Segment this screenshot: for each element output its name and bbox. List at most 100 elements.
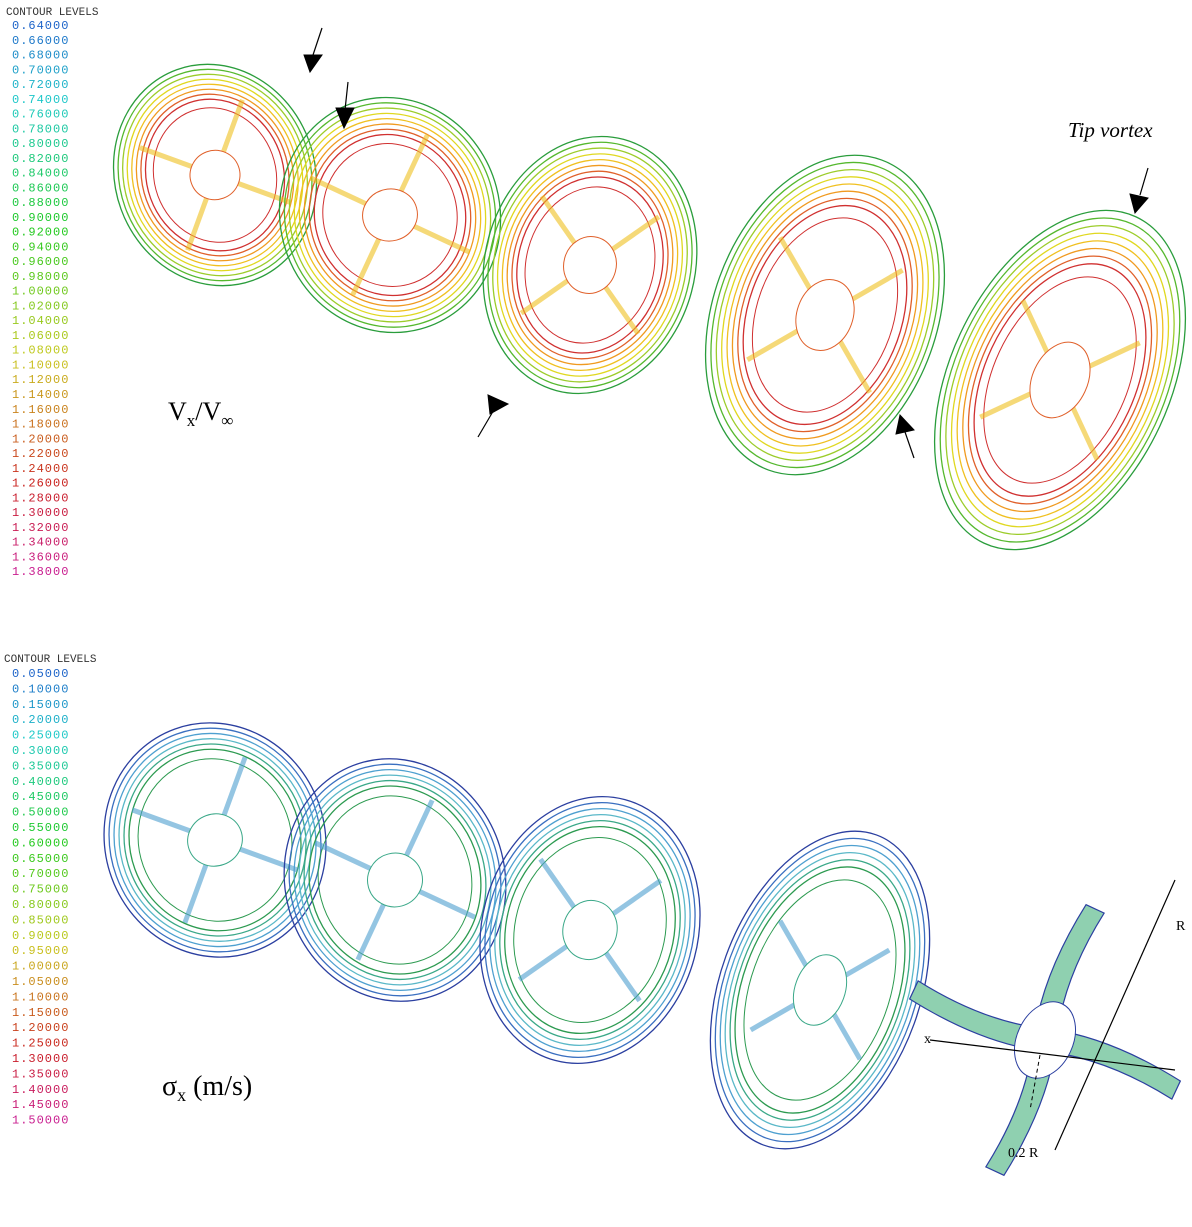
legend-level: 1.38000 xyxy=(12,565,69,579)
legend-level: 0.82000 xyxy=(12,152,69,166)
legend-level: 1.30000 xyxy=(12,1052,69,1066)
legend-level: 1.32000 xyxy=(12,521,69,535)
hub xyxy=(1018,332,1101,427)
legend-level: 0.75000 xyxy=(12,883,69,897)
legend-level: 1.18000 xyxy=(12,418,69,432)
legend-level: 0.88000 xyxy=(12,196,69,210)
legend-level: 1.22000 xyxy=(12,447,69,461)
hub xyxy=(556,894,624,965)
legend-level: 1.06000 xyxy=(12,329,69,343)
contour-plots xyxy=(71,36,1192,1226)
panel-label: Vx/V∞ xyxy=(168,397,233,430)
legend-level: 0.65000 xyxy=(12,852,69,866)
legend-level: 0.05000 xyxy=(12,667,69,681)
legend-level: 0.78000 xyxy=(12,122,69,136)
rotor-section xyxy=(884,170,1192,589)
legend-level: 1.30000 xyxy=(12,506,69,520)
legend-level: 0.84000 xyxy=(12,167,69,181)
hub xyxy=(557,231,623,300)
legend-level: 0.96000 xyxy=(12,255,69,269)
legend-level: 0.15000 xyxy=(12,698,69,712)
legend-level: 1.36000 xyxy=(12,550,69,564)
legend-level: 0.50000 xyxy=(12,806,69,820)
rotor-section xyxy=(257,734,533,1027)
legend-level: 0.35000 xyxy=(12,759,69,773)
legend-level: 0.80000 xyxy=(12,137,69,151)
symbol: σ xyxy=(162,1071,177,1102)
legend-level: 1.34000 xyxy=(12,536,69,550)
legend-level: 0.68000 xyxy=(12,49,69,63)
legend-level: 0.98000 xyxy=(12,270,69,284)
denominator: /V xyxy=(195,397,221,426)
hub xyxy=(183,143,247,206)
legend-level: 1.20000 xyxy=(12,432,69,446)
legend-level: 1.12000 xyxy=(12,373,69,387)
legend-level: 1.15000 xyxy=(12,1006,69,1020)
legend-level: 1.14000 xyxy=(12,388,69,402)
legend-level: 0.95000 xyxy=(12,944,69,958)
legend-level: 0.74000 xyxy=(12,93,69,107)
unit: (m/s) xyxy=(186,1071,252,1102)
legends: 0.640000.660000.68000 0.70000 0.720000.740… xyxy=(12,19,69,1128)
legend-level: 1.10000 xyxy=(12,990,69,1004)
legend-level: 0.60000 xyxy=(12,836,69,850)
legend-level: 1.08000 xyxy=(12,344,69,358)
hub xyxy=(1003,992,1088,1088)
legend-level: 1.28000 xyxy=(12,491,69,505)
legend-level: 0.76000 xyxy=(12,108,69,122)
legend-level: 1.35000 xyxy=(12,1067,69,1081)
hub xyxy=(784,947,856,1032)
hub xyxy=(786,271,863,358)
legend-level: 0.25000 xyxy=(12,729,69,743)
legend-level: 0.86000 xyxy=(12,181,69,195)
subscript: x xyxy=(177,1085,186,1105)
legend-level: 0.66000 xyxy=(12,34,69,48)
rotor-section xyxy=(253,73,527,358)
legend-level: 1.50000 xyxy=(12,1114,69,1128)
hub xyxy=(180,806,249,874)
legend-level: 0.70000 xyxy=(12,867,69,881)
axis-label: x xyxy=(924,1032,931,1047)
legend-level: 0.94000 xyxy=(12,240,69,254)
legend-level: 0.10000 xyxy=(12,682,69,696)
legend-level: 1.00000 xyxy=(12,285,69,299)
legend-level: 0.85000 xyxy=(12,913,69,927)
legend-level: 1.40000 xyxy=(12,1083,69,1097)
legend-level: 0.90000 xyxy=(12,211,69,225)
annotation: 0.2 R xyxy=(1008,1146,1039,1161)
legend-level: 0.30000 xyxy=(12,744,69,758)
legend-level: 1.10000 xyxy=(12,358,69,372)
legend-level: 1.45000 xyxy=(12,1098,69,1112)
legend-level: 0.72000 xyxy=(12,78,69,92)
legend-level: 1.26000 xyxy=(12,477,69,491)
rotor-section xyxy=(859,854,1192,1226)
symbol: V xyxy=(168,397,187,426)
legend-level: 1.25000 xyxy=(12,1037,69,1051)
legend-level: 0.45000 xyxy=(12,790,69,804)
legend-level: 0.80000 xyxy=(12,898,69,912)
subscript: ∞ xyxy=(221,411,233,430)
axis-label: R xyxy=(1176,919,1186,934)
legend-level: 1.04000 xyxy=(12,314,69,328)
annotation: Tip vortex xyxy=(1068,118,1153,142)
legend-level: 1.20000 xyxy=(12,1021,69,1035)
legend-level: 1.16000 xyxy=(12,403,69,417)
arrows xyxy=(304,28,1175,1150)
legend-level: 0.55000 xyxy=(12,821,69,835)
legend-level: 0.92000 xyxy=(12,226,69,240)
legend-level: 0.90000 xyxy=(12,929,69,943)
legend-level: 0.20000 xyxy=(12,713,69,727)
legend-level: 1.24000 xyxy=(12,462,69,476)
legend-level: 0.64000 xyxy=(12,19,69,33)
rotor-section xyxy=(663,122,986,509)
hub xyxy=(361,847,428,913)
legend-title: CONTOUR LEVELS xyxy=(4,654,97,666)
legend-title: CONTOUR LEVELS xyxy=(6,7,99,19)
hub xyxy=(357,183,424,247)
figure: CONTOUR LEVELS CONTOUR LEVELS 0.640000.6… xyxy=(0,0,1192,1227)
legend-level: 1.00000 xyxy=(12,960,69,974)
panel-label: σx (m/s) xyxy=(162,1071,252,1105)
legend-level: 1.05000 xyxy=(12,975,69,989)
rotor-section xyxy=(455,112,725,417)
legend-level: 1.02000 xyxy=(12,299,69,313)
